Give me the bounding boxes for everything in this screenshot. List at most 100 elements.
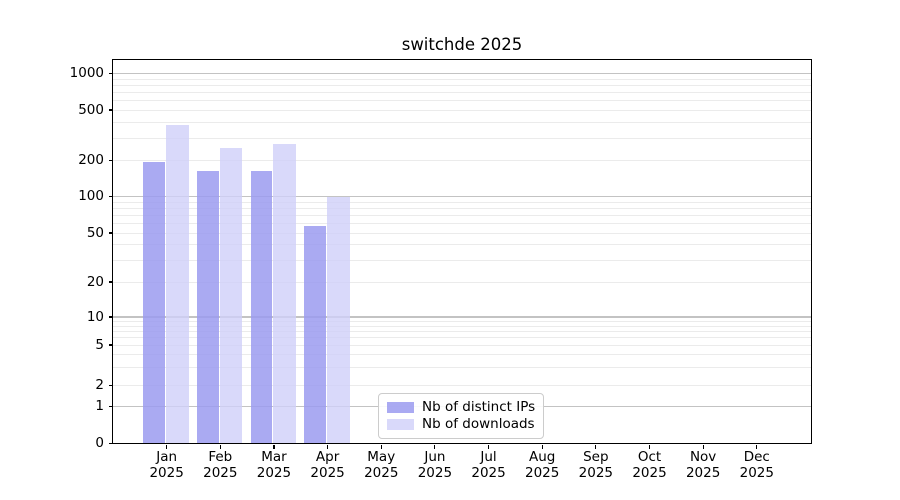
gridline-minor [113,354,811,356]
chart-title: switchde 2025 [401,35,523,54]
y-tick-mark [108,159,113,162]
y-tick-mark [108,232,113,234]
x-tick-label-mar-2025: Mar 2025 [242,449,306,481]
x-tick-label-jun-2025: Jun 2025 [403,449,467,481]
y-tick-mark [108,316,113,318]
x-tick-label-line: Jun [424,449,446,465]
x-tick-label-line: 2025 [364,464,399,481]
gridline-major [113,195,811,198]
x-tick-label-line: Aug [529,449,556,465]
x-tick-label-line: Jan [156,449,178,465]
x-tick-label-line: 2025 [471,464,506,481]
gridline-minor [113,160,811,161]
x-tick-mark [756,444,758,449]
x-tick-label-dec-2025: Dec 2025 [725,449,789,481]
gridline-minor [113,320,811,322]
y-tick-label: 100 [78,188,104,205]
x-tick-label-jan-2025: Jan 2025 [135,449,199,481]
x-tick-mark [380,444,382,449]
x-tick-mark [595,444,597,449]
y-tick-label: 200 [78,152,104,169]
y-tick-label: 50 [86,224,104,241]
x-tick-label-oct-2025: Oct 2025 [618,449,682,481]
gridline-minor [113,259,811,261]
x-tick-label-line: Oct [637,449,662,465]
x-tick-mark [648,444,651,449]
y-tick-mark [108,195,113,198]
legend-item-distinct-ips: Nb of distinct IPs [387,399,535,416]
x-tick-mark [219,444,221,449]
gridline-minor [113,99,811,101]
gridline-minor [113,337,811,339]
y-tick-label: 500 [78,101,104,118]
x-tick-mark [273,444,275,449]
gridline-minor [113,232,811,234]
bar-nb-of-downloads-mar-2025 [273,143,297,444]
y-tick-mark [108,384,113,387]
x-tick-mark [487,444,490,449]
gridline-minor [113,207,811,209]
gridline-minor [113,281,811,283]
x-tick-label-line: 2025 [203,464,238,481]
gridline-minor [113,109,811,111]
x-tick-label-line: 2025 [525,464,560,481]
y-tick-label: 1000 [69,65,104,82]
x-tick-label-aug-2025: Aug 2025 [510,449,574,481]
gridline-minor [113,121,811,123]
x-tick-label-line: May [367,449,396,465]
y-tick-label: 5 [95,336,104,353]
x-tick-label-line: Mar [261,449,287,465]
legend-swatch-distinct-ips [387,401,414,413]
y-tick-label: 20 [86,273,104,290]
x-tick-mark [541,444,543,449]
x-tick-label-apr-2025: Apr 2025 [296,449,360,481]
x-tick-label-line: 2025 [578,464,614,481]
gridline-major [113,316,811,318]
y-tick-mark [108,344,113,346]
x-tick-label-line: 2025 [149,464,184,481]
x-tick-mark [166,444,168,449]
legend-swatch-downloads [387,418,414,430]
x-tick-label-line: Apr [315,449,340,465]
x-tick-mark [434,444,436,449]
y-tick-mark [108,405,113,408]
bar-nb-of-distinct-ips-feb-2025 [197,171,219,444]
x-tick-mark [327,444,329,449]
gridline-major [113,72,811,75]
x-tick-label-line: 2025 [310,464,345,481]
bar-nb-of-downloads-jan-2025 [166,125,189,444]
gridline-minor [113,84,811,86]
x-tick-label-line: 2025 [417,464,453,481]
x-tick-label-line: Jul [480,449,497,465]
legend-label-distinct-ips: Nb of distinct IPs [422,398,536,415]
gridline-minor [113,367,811,369]
x-tick-label-line: 2025 [685,464,721,481]
gridline-minor [113,344,811,346]
x-tick-label-line: 2025 [632,464,667,481]
gridline-minor [113,78,811,80]
x-tick-label-line: Sep [583,449,609,465]
gridline-minor [113,137,811,139]
y-tick-mark [108,442,113,444]
y-tick-label: 1 [95,398,104,415]
gridline-minor [113,385,811,386]
x-tick-label-nov-2025: Nov 2025 [671,449,735,481]
y-tick-mark [108,72,113,75]
x-tick-label-may-2025: May 2025 [349,449,413,481]
x-tick-label-line: Feb [208,449,233,465]
x-tick-label-line: 2025 [256,464,292,481]
x-tick-mark [702,444,704,449]
gridline-minor [113,91,811,93]
bar-nb-of-distinct-ips-mar-2025 [250,171,273,444]
gridline-minor [113,244,811,246]
gridline-minor [113,325,811,327]
x-tick-label-line: Nov [689,449,717,465]
x-tick-label-line: Dec [743,449,770,465]
bar-nb-of-distinct-ips-jan-2025 [143,161,166,444]
x-tick-label-line: 2025 [739,464,774,481]
legend-item-downloads: Nb of downloads [387,416,535,433]
bar-nb-of-downloads-feb-2025 [219,148,243,444]
gridline-minor [113,201,811,203]
gridline-minor [113,214,811,216]
